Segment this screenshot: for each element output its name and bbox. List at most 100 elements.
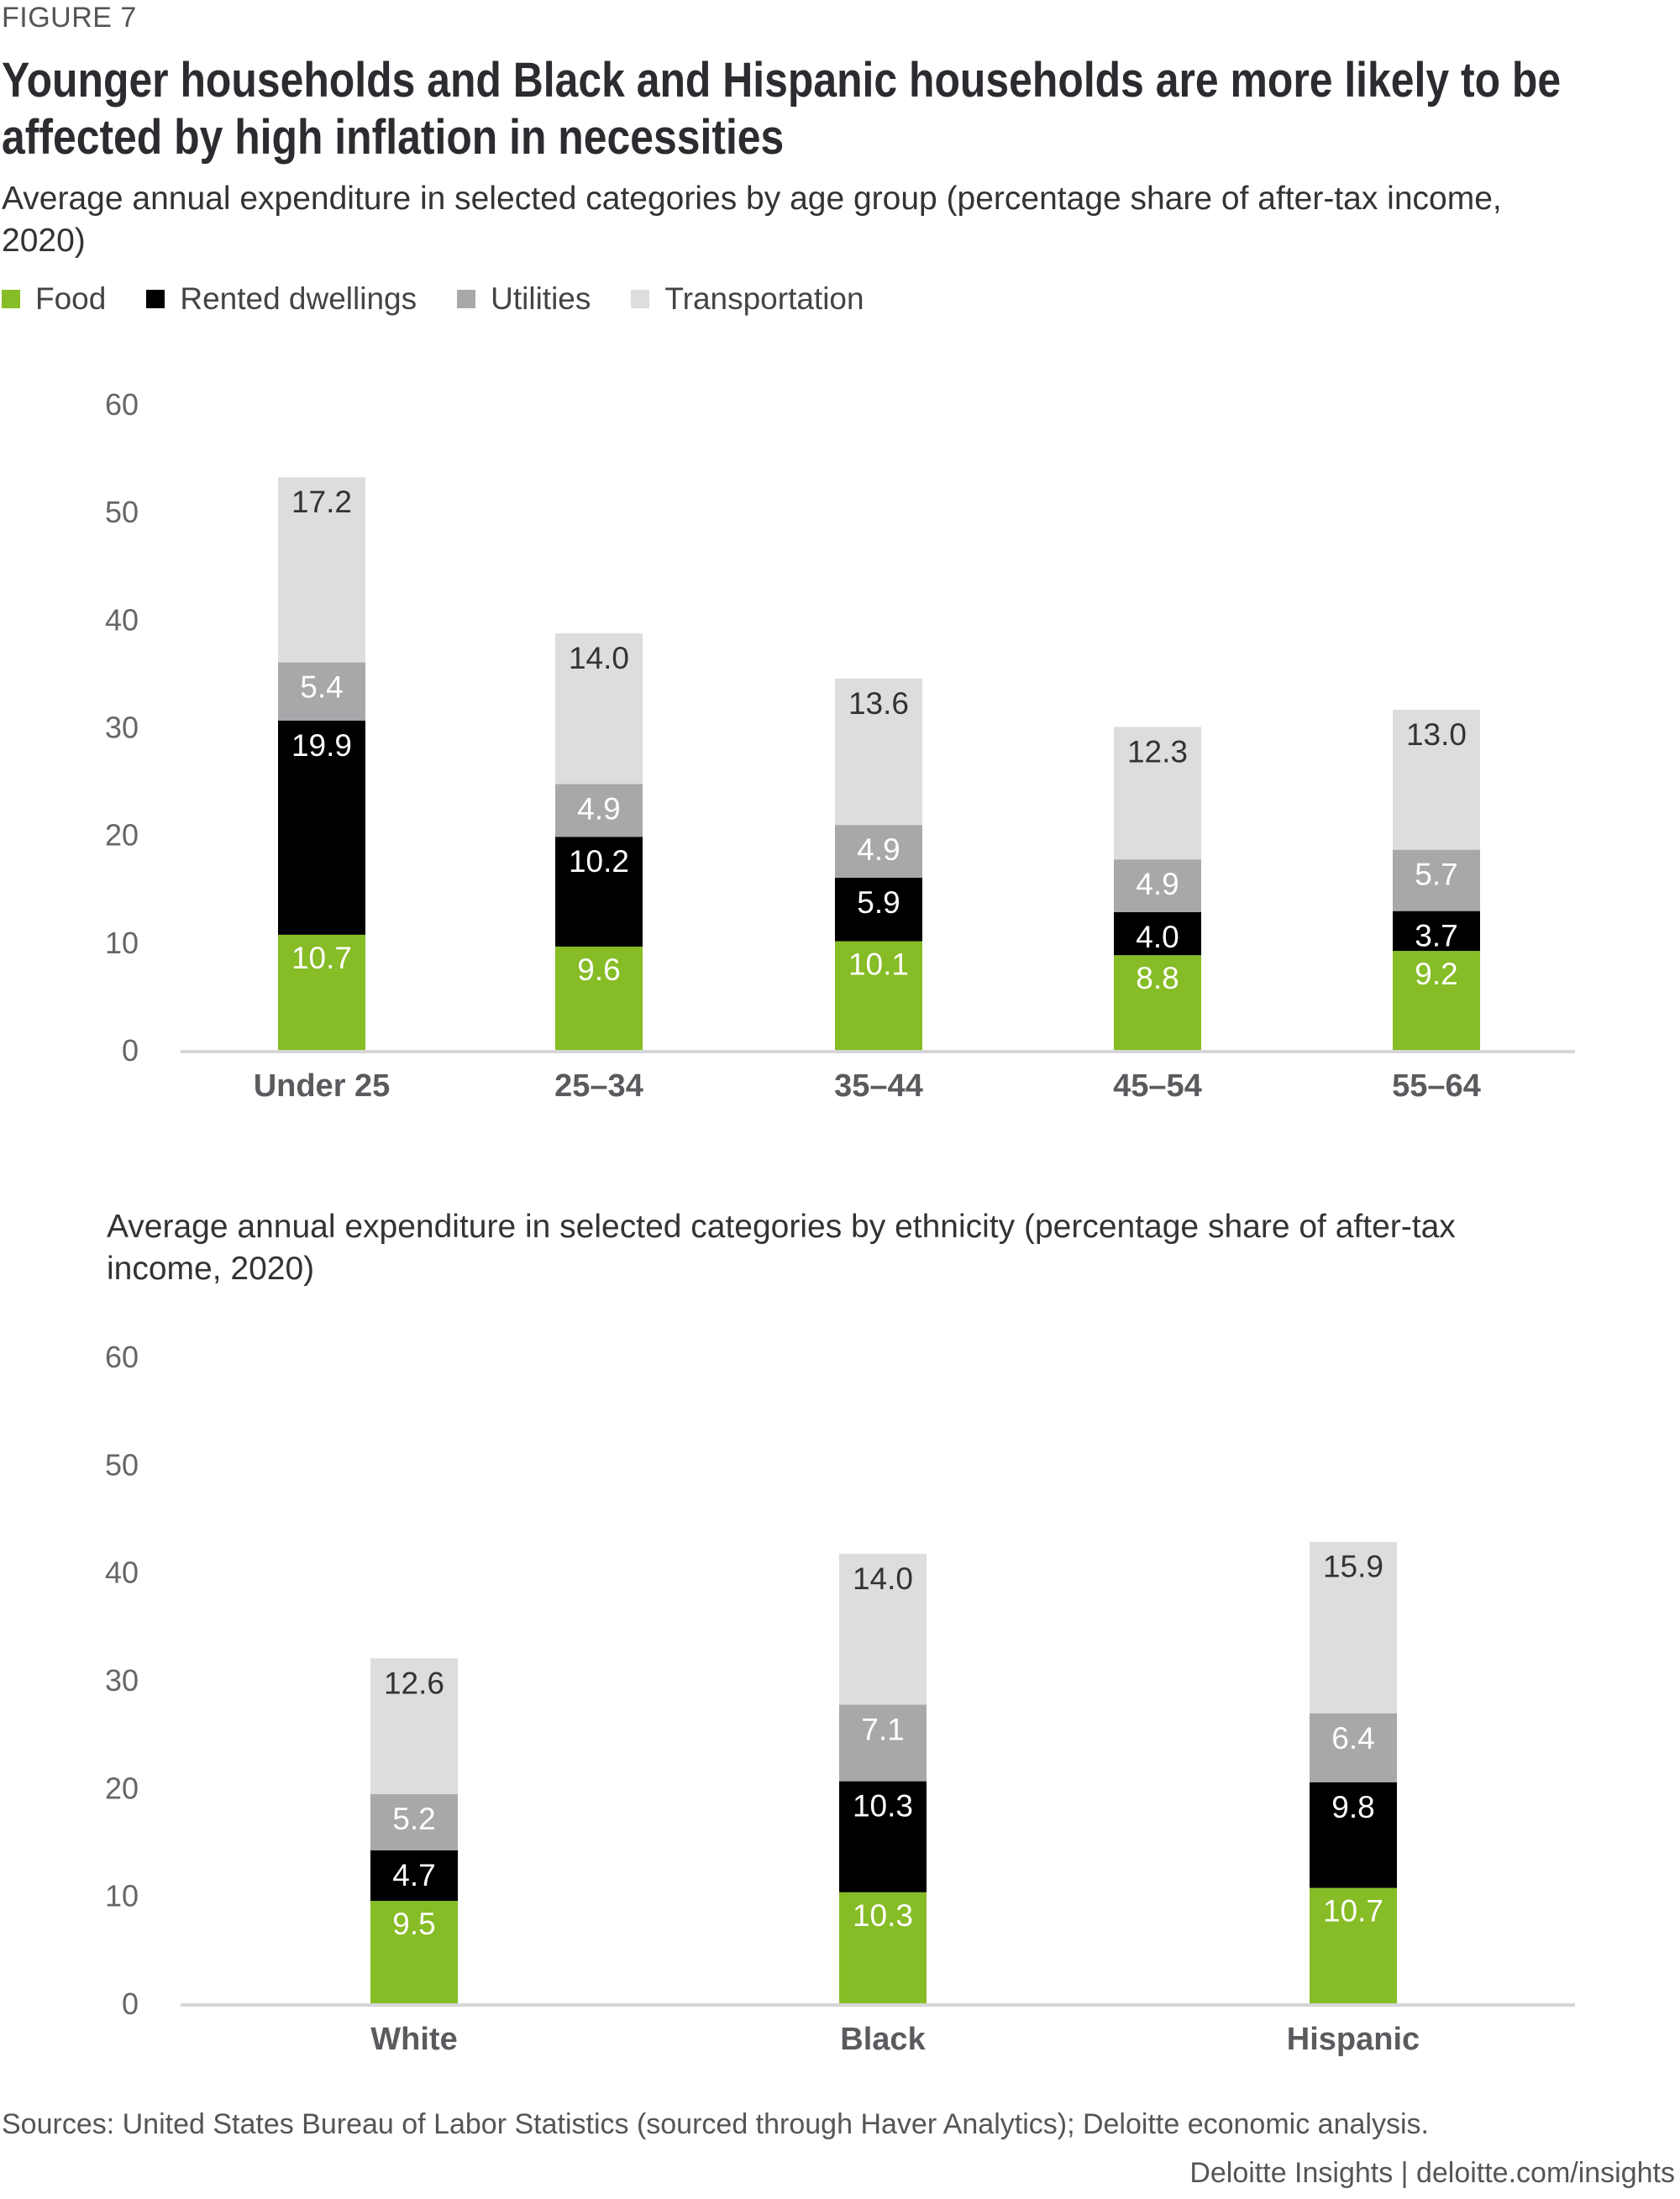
data-label: 5.7 [1415,858,1457,892]
category-label: Hispanic [1287,2022,1420,2057]
data-label: 17.2 [291,485,352,519]
data-label: 7.1 [861,1713,904,1747]
bar-segment-food [1114,955,1201,1050]
bar-segment-food [835,941,922,1050]
bar-segment-utilities [1310,1713,1397,1782]
legend-item-transportation: Transportation [631,281,864,317]
bar-segment-rented-dwellings [835,877,922,942]
y-tick-label: 50 [105,1447,139,1482]
y-tick-label: 20 [105,818,139,853]
bar-segment-rented-dwellings [370,1850,458,1902]
data-label: 10.7 [1323,1894,1383,1929]
y-tick-label: 40 [105,602,139,637]
data-label: 14.0 [853,1561,913,1596]
data-label: 5.4 [300,670,343,705]
data-label: 10.2 [569,844,629,879]
y-tick-label: 10 [105,926,139,960]
data-label: 4.9 [577,791,620,826]
data-label: 10.1 [848,947,909,982]
bar-segment-food [1393,951,1480,1050]
bar-segment-rented-dwellings [1114,911,1201,956]
data-label: 9.6 [577,953,620,987]
bar-segment-transportation [1310,1541,1397,1714]
bar-segment-transportation [1114,727,1201,860]
data-label: 9.5 [392,1907,435,1941]
y-tick-label: 40 [105,1556,139,1590]
bar-segment-rented-dwellings [1310,1782,1397,1888]
bar-segment-transportation [1393,709,1480,850]
bar-segment-food [839,1892,927,2003]
legend-label: Transportation [664,281,864,316]
bar-segment-utilities [1393,849,1480,911]
y-tick-label: 60 [105,387,139,422]
y-tick-label: 30 [105,1663,139,1698]
age-chart-subtitle: Average annual expenditure in selected c… [2,181,1502,259]
data-label: 9.2 [1415,957,1457,991]
y-tick-label: 20 [105,1771,139,1805]
data-label: 3.7 [1415,919,1457,953]
category-label: Black [840,2022,926,2057]
category-label: 35–44 [834,1068,923,1104]
legend-swatch-rented-dwellings [146,290,165,308]
source-note: Sources: United States Bureau of Labor S… [2,2108,1429,2140]
data-label: 15.9 [1323,1550,1383,1584]
data-label: 9.8 [1331,1790,1374,1824]
bar-segment-food [278,934,365,1050]
legend-item-rented-dwellings: Rented dwellings [146,281,417,317]
bar-segment-rented-dwellings [278,720,365,935]
legend-item-food: Food [2,281,106,317]
data-label: 4.9 [857,832,900,867]
y-tick-label: 0 [122,1986,139,2021]
category-label: Under 25 [254,1068,391,1104]
data-label: 8.8 [1136,961,1179,995]
ethnicity-chart-subtitle: Average annual expenditure in selected c… [107,1209,1456,1287]
data-label: 10.7 [291,941,352,975]
bar-segment-utilities [835,825,922,878]
y-tick-label: 10 [105,1879,139,1913]
legend-swatch-transportation [631,290,650,308]
category-label: 45–54 [1113,1068,1202,1104]
bar-segment-food [555,946,643,1050]
data-label: 6.4 [1331,1721,1374,1756]
brand-credit: Deloitte Insights | deloitte.com/insight… [1189,2157,1675,2189]
data-label: 4.0 [1136,920,1179,954]
data-label: 14.0 [569,641,629,675]
data-label: 12.3 [1127,735,1188,769]
chart-title: Younger households and Black and Hispani… [2,53,1562,165]
bar-segment-utilities [839,1704,927,1782]
data-label: 5.9 [857,885,900,920]
data-label: 5.2 [392,1802,435,1836]
data-label: 13.0 [1406,717,1467,752]
category-label: White [370,2022,457,2057]
bar-segment-transportation [370,1658,458,1795]
data-label: 19.9 [291,728,352,763]
data-label: 10.3 [853,1789,913,1824]
data-label: 13.6 [848,686,909,721]
bar-segment-utilities [278,662,365,721]
legend-swatch-utilities [457,290,476,308]
category-label: 55–64 [1392,1068,1481,1104]
legend-swatch-food [2,290,20,308]
legend-item-utilities: Utilities [457,281,591,317]
bar-segment-rented-dwellings [555,837,643,947]
bar-segment-rented-dwellings [1393,911,1480,952]
data-label: 10.3 [853,1898,913,1933]
y-tick-label: 50 [105,495,139,529]
bar-segment-food [1310,1887,1397,2003]
bar-segment-transportation [278,477,365,663]
bar-segment-food [370,1901,458,2003]
bar-segment-transportation [839,1553,927,1705]
category-label: 25–34 [554,1068,643,1104]
legend-label: Utilities [491,281,591,316]
legend-label: Food [35,281,107,316]
figure-label: FIGURE 7 [2,2,137,34]
legend: Food Rented dwellings Utilities Transpor… [2,281,905,317]
legend-label: Rented dwellings [180,281,417,316]
bar-segment-utilities [1114,859,1201,912]
bar-segment-transportation [835,678,922,826]
bar-segment-utilities [370,1794,458,1850]
bar-segment-utilities [555,784,643,837]
bar-segment-transportation [555,632,643,785]
data-label: 4.7 [392,1858,435,1892]
